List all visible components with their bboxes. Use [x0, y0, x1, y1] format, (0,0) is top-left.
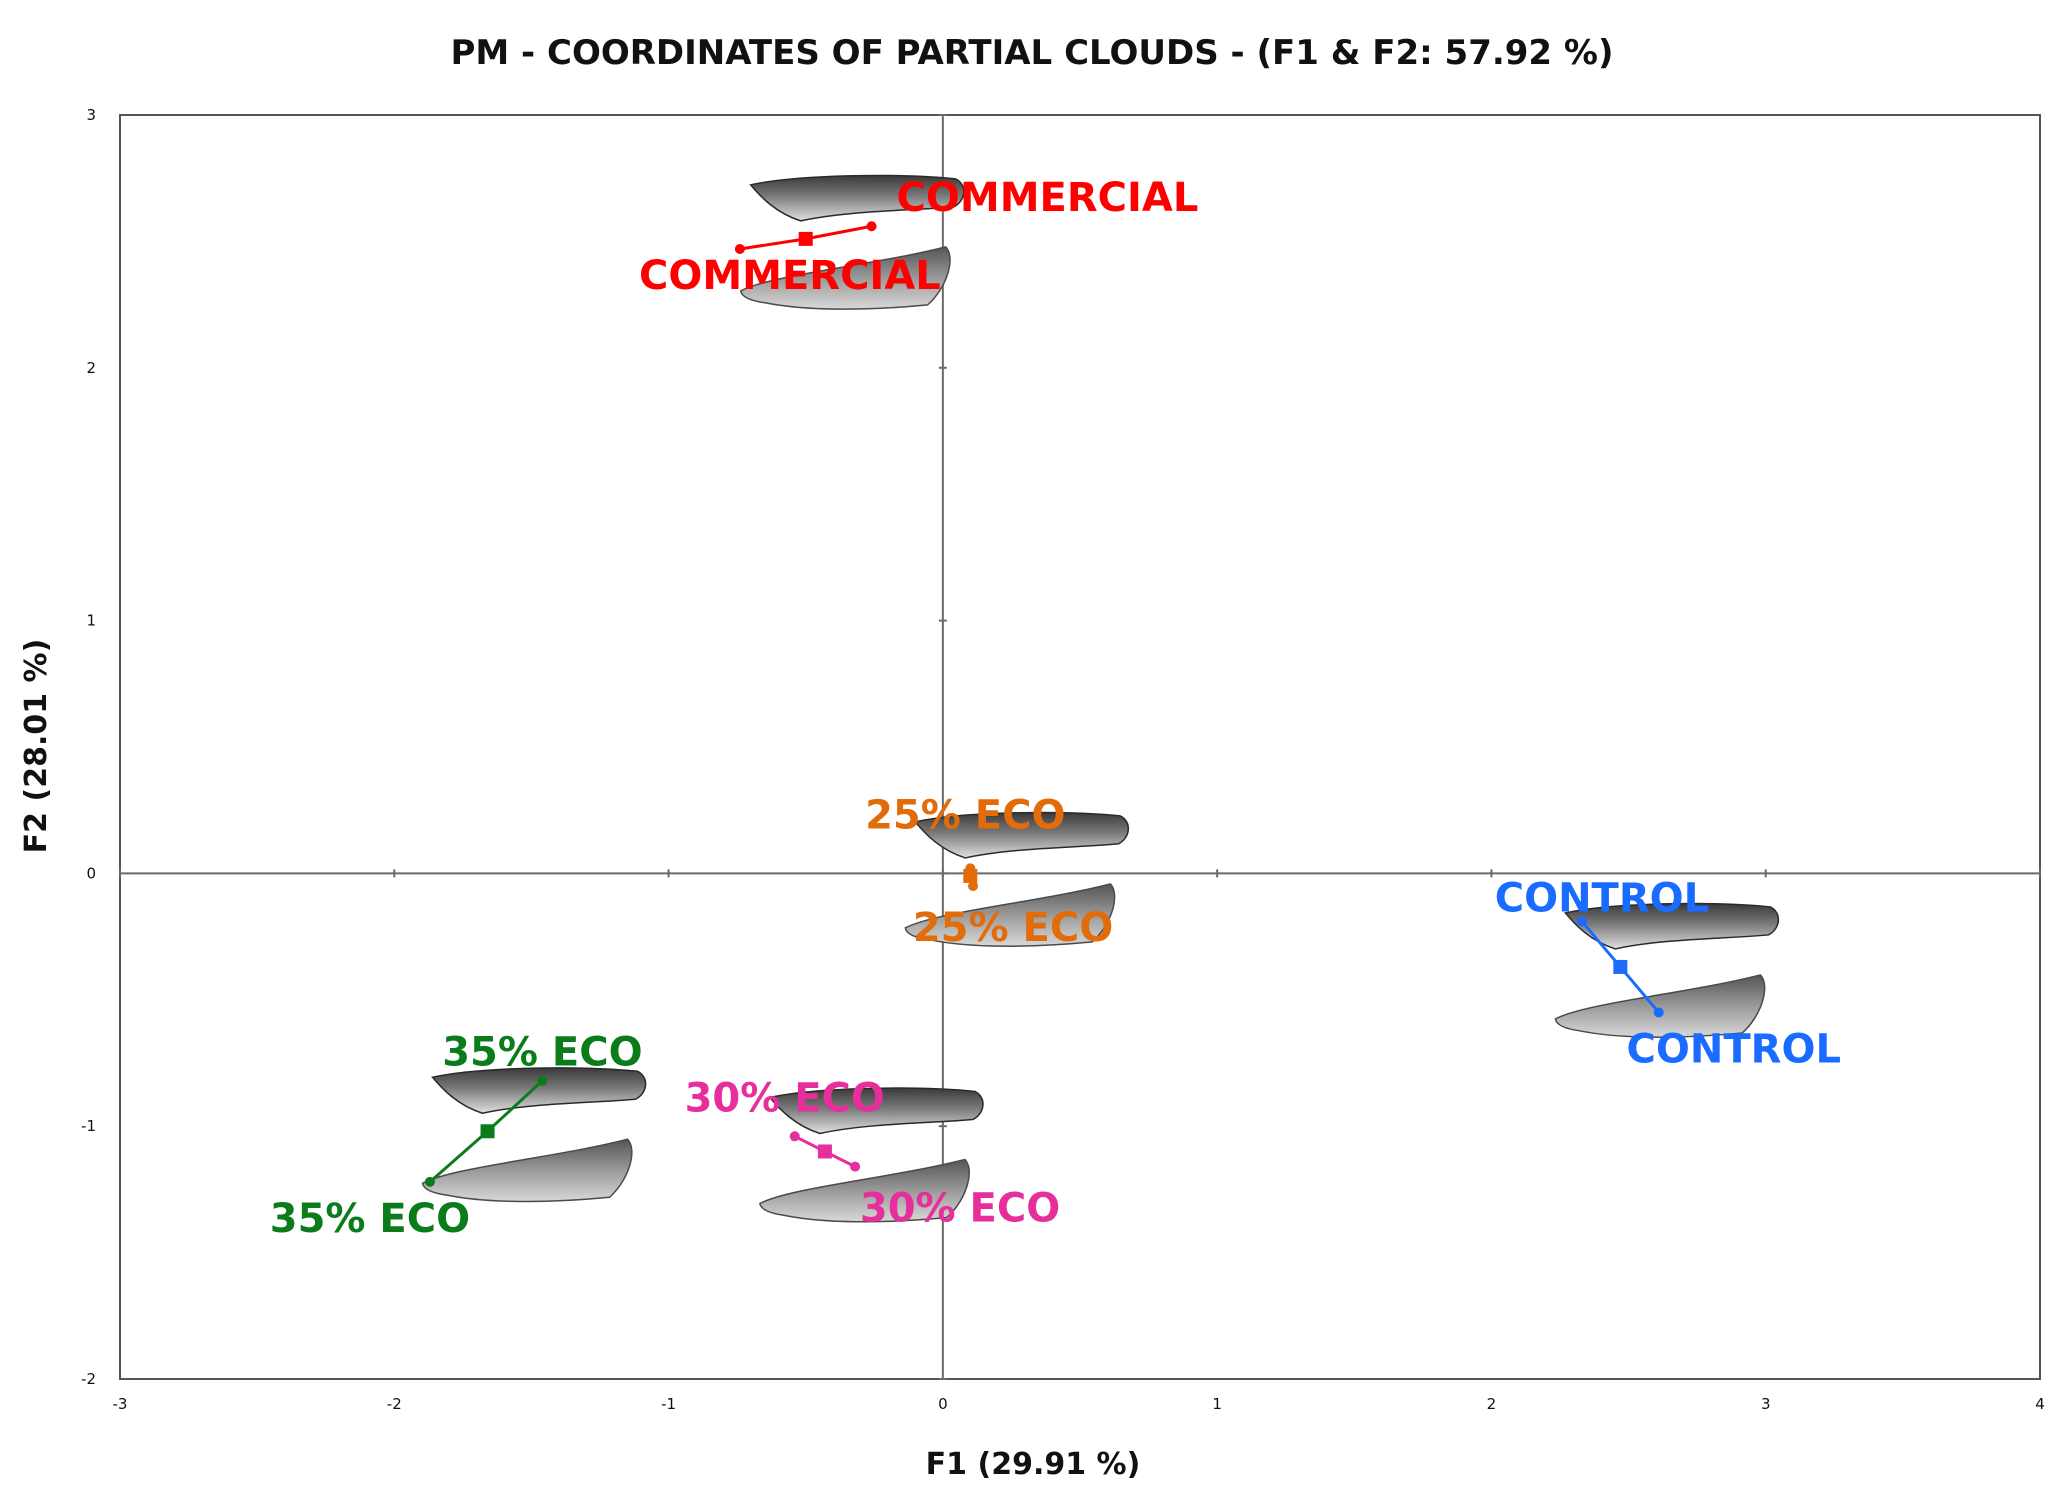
chart-title: PM - COORDINATES OF PARTIAL CLOUDS - (F1…	[450, 33, 1613, 73]
fillet-image	[904, 883, 1116, 947]
fillet-image	[431, 1067, 647, 1115]
group-label: CONTROL	[1627, 1026, 1841, 1072]
partial-point	[866, 221, 877, 232]
fillet-image	[1563, 902, 1780, 950]
fillet-image	[768, 1087, 984, 1135]
series-group: 30% ECO 30% ECO	[685, 1075, 1061, 1231]
center-point	[963, 868, 978, 883]
partial-link-line	[486, 1079, 544, 1133]
partial-point	[1576, 916, 1587, 927]
partial-link-line	[428, 1130, 489, 1183]
group-label: 25% ECO	[913, 905, 1113, 951]
plot-area	[119, 114, 2041, 1380]
partial-link-line	[1619, 965, 1660, 1014]
y-tick-label: -1	[81, 1117, 96, 1135]
y-tick-label: 3	[86, 106, 96, 124]
y-tick-label: 1	[86, 612, 96, 630]
partial-point	[968, 881, 979, 892]
center-point	[480, 1124, 495, 1139]
group-label: 35% ECO	[270, 1196, 470, 1242]
group-label: 30% ECO	[685, 1075, 885, 1121]
partial-point	[424, 1176, 435, 1187]
partial-link-line	[1580, 920, 1622, 968]
series-group: CONTROL CONTROL	[1495, 875, 1841, 1072]
group-label: COMMERCIAL	[639, 253, 941, 299]
fillet-pair	[421, 1067, 647, 1203]
partial-point	[850, 1161, 861, 1172]
x-tick-label: 1	[1212, 1395, 1222, 1413]
series-layer: COMMERCIAL COMMERCIAL 25% ECO 25% ECO CONTRO…	[270, 175, 1841, 1242]
fillet-pair	[904, 811, 1130, 947]
series-group: 35% ECO 35% ECO	[270, 1030, 643, 1242]
series-group: COMMERCIAL COMMERCIAL	[639, 175, 1198, 299]
fillet-image	[759, 1158, 970, 1223]
group-label: COMMERCIAL	[897, 175, 1199, 221]
group-label: 35% ECO	[442, 1030, 642, 1076]
fillet-image	[421, 1138, 633, 1203]
fillet-pair	[739, 174, 965, 310]
y-tick-label: -2	[81, 1370, 96, 1388]
group-label: CONTROL	[1495, 875, 1709, 921]
center-point	[817, 1144, 832, 1159]
x-tick-label: 0	[938, 1395, 948, 1413]
center-point	[798, 231, 813, 246]
fillet-image	[739, 246, 951, 310]
fillet-image	[749, 174, 965, 222]
group-label: 30% ECO	[860, 1186, 1060, 1232]
series-group: 25% ECO 25% ECO	[865, 792, 1113, 951]
y-axis-label: F2 (28.01 %)	[19, 639, 54, 854]
y-tick-label: 0	[86, 864, 96, 882]
x-tick-label: -3	[113, 1395, 128, 1413]
x-tick-label: 4	[2035, 1395, 2045, 1413]
fillet-pair	[759, 1087, 984, 1223]
x-tick-label: -1	[661, 1395, 676, 1413]
x-tick-label: -2	[387, 1395, 402, 1413]
partial-link-line	[739, 237, 806, 251]
center-point	[1613, 959, 1628, 974]
partial-point	[1653, 1007, 1664, 1018]
fillet-pair	[1554, 902, 1780, 1038]
group-label: 25% ECO	[865, 792, 1065, 838]
y-tick-label: 2	[86, 359, 96, 377]
partial-point	[734, 243, 745, 254]
x-tick-label: 2	[1487, 1395, 1497, 1413]
fillet-image	[1554, 974, 1766, 1038]
axis-ticks: -3 -2 -1 0 1 2 3 4 -2 -1 0 1 2 3	[81, 106, 2045, 1413]
partial-point	[789, 1131, 800, 1142]
partial-link-line	[805, 224, 872, 241]
fillet-image	[913, 811, 1130, 859]
fillet-images	[421, 174, 1780, 1223]
x-axis-label: F1 (29.91 %)	[926, 1447, 1141, 1482]
x-tick-label: 3	[1761, 1395, 1771, 1413]
partial-point	[537, 1075, 548, 1086]
